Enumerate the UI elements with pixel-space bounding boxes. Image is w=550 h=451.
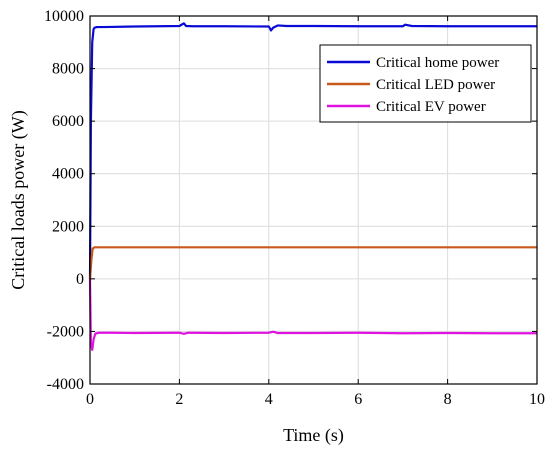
y-tick-label: 2000 <box>52 218 84 235</box>
y-tick-label: -4000 <box>47 376 84 393</box>
x-tick-label: 2 <box>175 391 183 408</box>
series-layer <box>88 22 537 351</box>
x-tick-label: 0 <box>86 391 94 408</box>
x-tick-label: 10 <box>529 391 545 408</box>
y-axis-label: Critical loads power (W) <box>8 110 29 289</box>
legend-label-1: Critical home power <box>376 55 499 71</box>
x-tick-label: 4 <box>265 391 273 408</box>
y-tick-label: 0 <box>76 271 84 288</box>
plot-area-border <box>89 15 538 385</box>
y-tick-label: 4000 <box>52 166 84 183</box>
x-tick-label: 8 <box>444 391 452 408</box>
series-line-1 <box>88 22 537 279</box>
series-line-3 <box>88 278 537 351</box>
legend-label-2: Critical LED power <box>376 77 495 93</box>
legend-label-3: Critical EV power <box>376 99 486 115</box>
axis-ticks: 0 2 4 6 8 10 -4000 -2000 0 2000 4000 6000 8000 10000 <box>44 8 545 408</box>
y-tick-label: -2000 <box>47 323 84 340</box>
legend: Critical home power Critical LED power Cri… <box>319 44 532 123</box>
y-tick-label: 6000 <box>52 113 84 130</box>
x-axis-label: Time (s) <box>283 425 344 446</box>
y-tick-label: 10000 <box>44 8 84 25</box>
x-tick-label: 6 <box>354 391 362 408</box>
series-line-2 <box>88 246 537 279</box>
y-tick-label: 8000 <box>52 61 84 78</box>
